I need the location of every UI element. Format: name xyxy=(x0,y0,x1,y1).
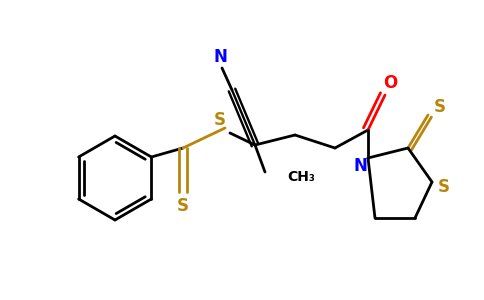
Text: S: S xyxy=(177,197,189,215)
Text: S: S xyxy=(214,111,226,129)
Text: N: N xyxy=(213,48,227,66)
Text: S: S xyxy=(438,178,450,196)
Text: CH₃: CH₃ xyxy=(287,170,315,184)
Text: S: S xyxy=(434,98,446,116)
Text: N: N xyxy=(353,157,367,175)
Text: O: O xyxy=(383,74,397,92)
